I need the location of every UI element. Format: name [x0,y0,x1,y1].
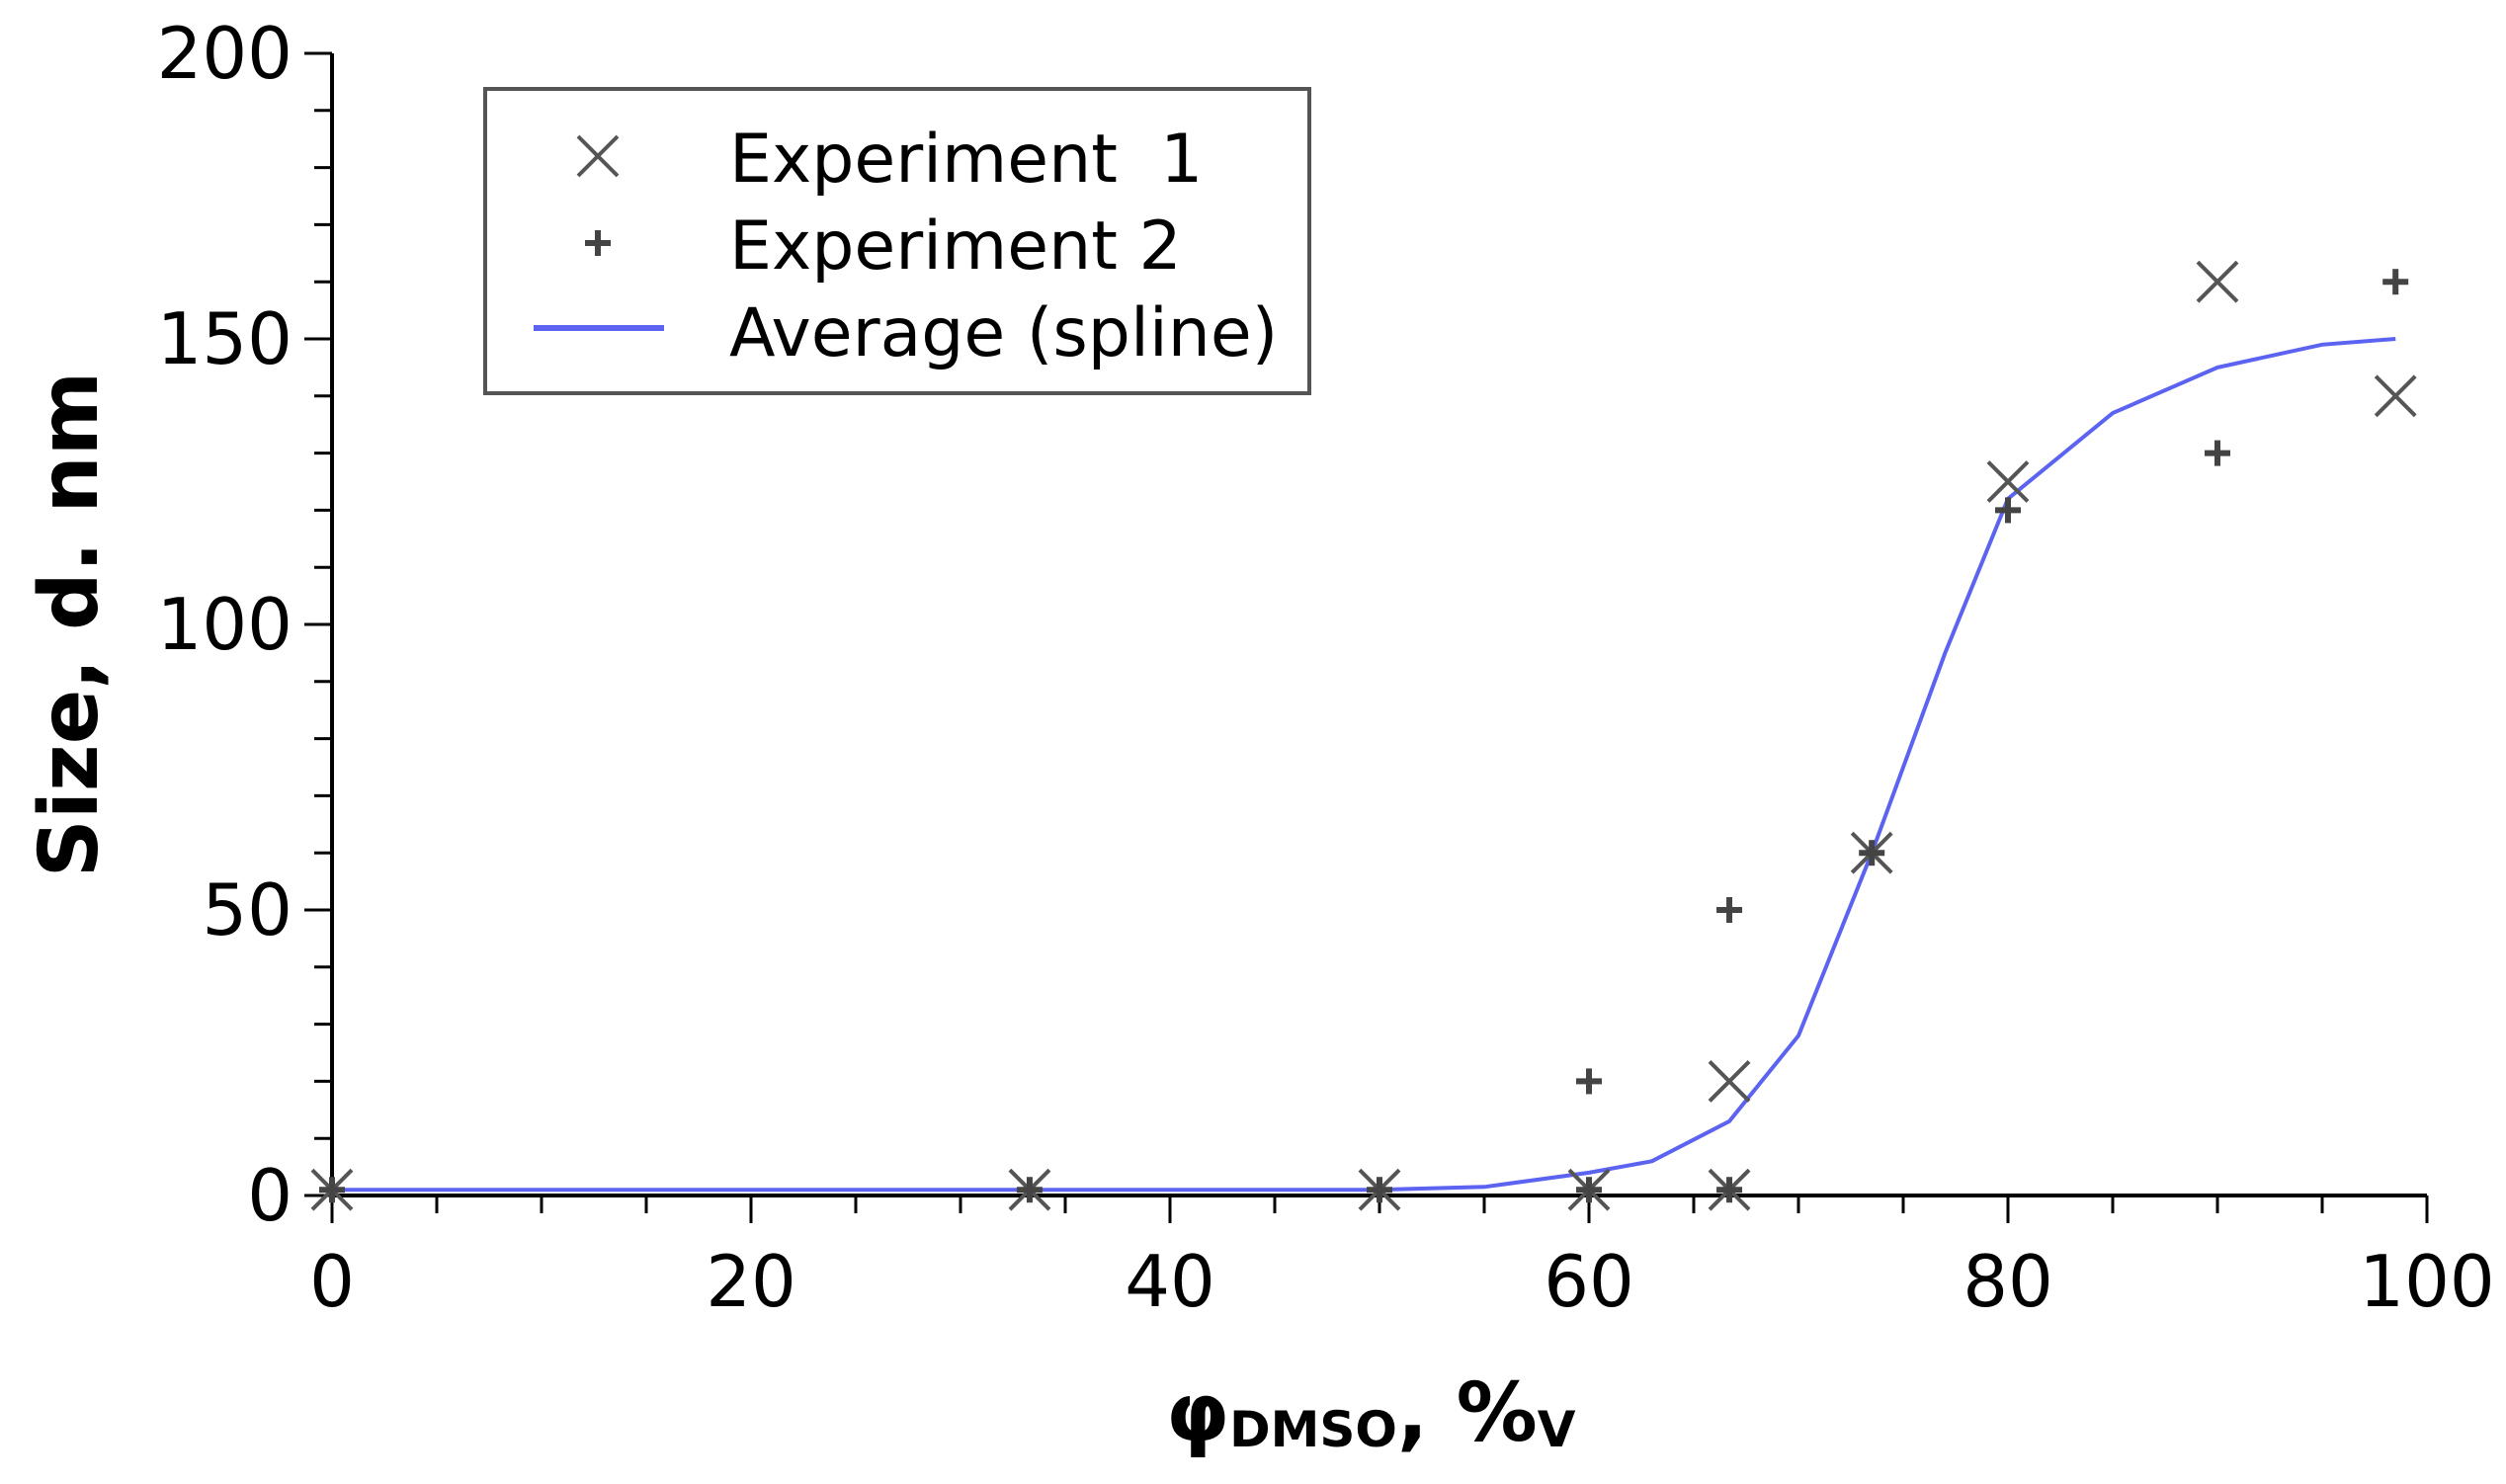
y-tick-label: 100 [157,583,292,666]
x-tick-label: 60 [1544,1240,1634,1323]
x-axis-title-symbol: φ [1166,1366,1229,1460]
x-axis-title-unit: , % [1397,1366,1538,1460]
experiment-1-point [2374,374,2417,418]
x-tick-label: 100 [2359,1240,2494,1323]
experiment-2-point [2205,440,2230,466]
experiment-2-point [1859,840,1885,866]
x-axis-title-subscript: DMSO [1229,1401,1397,1458]
legend: Experiment 1 Experiment 2 Average (splin… [483,87,1311,395]
x-tick-label: 40 [1125,1240,1215,1323]
legend-label-average-spline: Average (spline) [729,294,1278,372]
experiment-2-point [1716,897,1743,923]
y-tick-label: 200 [157,12,292,95]
experiment-1-point [2196,260,2239,303]
x-axis-title: φDMSO, %V [1166,1366,1576,1460]
legend-symbol-experiment-2 [585,230,611,256]
legend-symbol-experiment-1 [576,134,620,178]
experiment-2-point [1716,1177,1743,1203]
y-tick-label: 0 [247,1154,292,1237]
x-axis-title-unit-subscript: V [1538,1401,1576,1458]
legend-label-experiment-2: Experiment 2 [729,207,1182,286]
experiment-2-point [1367,1177,1392,1203]
experiment-2-point [1016,1177,1043,1203]
legend-label-experiment-1: Experiment 1 [729,121,1203,199]
experiment-2-point [1995,497,2021,524]
y-tick-label: 150 [157,297,292,380]
experiment-1-point [1708,1059,1751,1103]
y-tick-label: 50 [202,868,292,951]
x-tick-label: 20 [706,1240,796,1323]
experiment-2-point [319,1177,345,1203]
legend-x-marker [576,134,620,178]
tick-labels: 0 50 100 150 200 0 20 40 60 80 100 [157,12,2495,1323]
y-axis-title: Size, d. nm [23,371,117,877]
experiment-2-point [1576,1068,1602,1095]
experiment-2-point [2382,269,2409,295]
legend-box [483,87,1311,395]
experiment-1-point [1986,460,2030,503]
experiment-2-point [1576,1177,1602,1203]
x-tick-label: 80 [1963,1240,2053,1323]
average-spline-line [332,337,2396,1193]
series-layer [310,260,2417,1211]
x-tick-label: 0 [309,1240,355,1323]
legend-plus-marker [585,230,611,256]
ticks [304,51,2429,1223]
